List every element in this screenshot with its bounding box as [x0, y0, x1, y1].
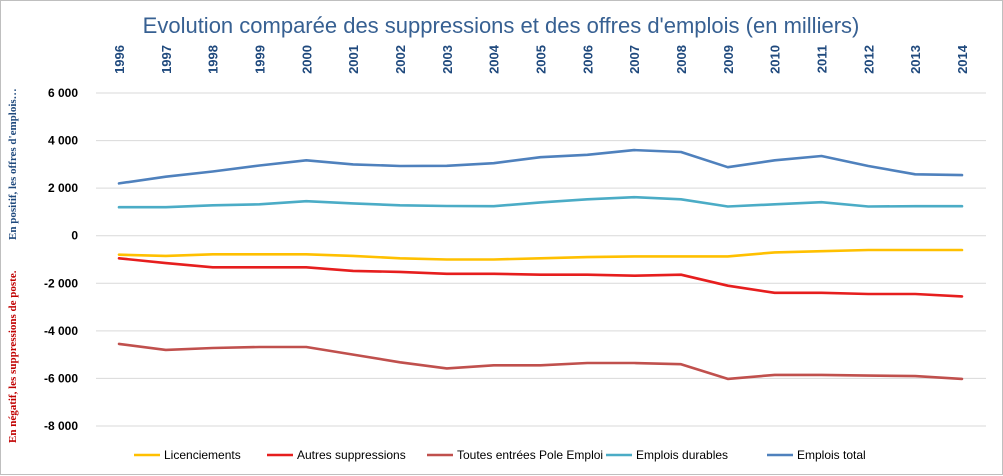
y-tick-label: 6 000 — [48, 86, 78, 100]
x-tick-label: 2007 — [627, 45, 642, 74]
y-tick-label: 4 000 — [48, 134, 78, 148]
x-tick-label: 2001 — [346, 45, 361, 74]
gridlines — [96, 92, 986, 427]
y-tick-label: -4 000 — [44, 324, 78, 338]
series-lines — [117, 148, 964, 381]
y-tick-label: -8 000 — [44, 419, 78, 433]
x-tick-label: 2005 — [534, 45, 549, 74]
y-axis-label-negative: En négatif, les suppressions de poste. — [7, 270, 19, 443]
series-line-2 — [117, 256, 964, 298]
legend-label: Autres suppressions — [297, 448, 406, 462]
x-tick-label: 1997 — [159, 45, 174, 74]
chart-title: Evolution comparée des suppressions et d… — [143, 13, 860, 38]
x-tick-label: 2002 — [393, 45, 408, 74]
x-tick-label: 2010 — [768, 45, 783, 74]
x-tick-label: 2011 — [815, 45, 830, 73]
x-tick-label: 2008 — [674, 45, 689, 74]
x-tick-label: 2006 — [580, 45, 595, 74]
y-axis-ticks: 6 000 4 000 2 000 0 -2 000 -4 000 -6 000 -8 000 — [44, 86, 78, 433]
legend-label: Toutes entrées Pole Emploi — [457, 448, 603, 462]
x-tick-label: 2004 — [487, 44, 502, 74]
legend-label: Emplois total — [797, 448, 866, 462]
x-tick-label: 2013 — [908, 45, 923, 74]
legend: Licenciements Autres suppressions Toutes e… — [134, 448, 866, 462]
legend-label: Emplois durables — [636, 448, 728, 462]
x-tick-label: 2000 — [299, 45, 314, 74]
series-line-1 — [117, 248, 964, 261]
x-tick-label: 1999 — [253, 45, 268, 74]
legend-label: Licenciements — [164, 448, 241, 462]
series-line-3 — [117, 342, 964, 381]
x-tick-label: 2012 — [861, 45, 876, 74]
x-tick-label: 1996 — [112, 45, 127, 74]
y-tick-label: 0 — [71, 229, 78, 243]
x-axis-ticks: 1996 1997 1998 1999 2000 2001 2002 2003 2004 2005… — [112, 44, 970, 74]
y-tick-label: -6 000 — [44, 371, 78, 385]
series-line-4 — [117, 195, 964, 209]
series-line-5 — [117, 148, 964, 185]
x-tick-label: 1998 — [206, 45, 221, 74]
y-tick-label: 2 000 — [48, 181, 78, 195]
x-tick-label: 2014 — [955, 44, 970, 74]
y-tick-label: -2 000 — [44, 276, 78, 290]
y-axis-label-positive: En positif, les offres d'emplois… — [7, 88, 19, 240]
x-tick-label: 2009 — [721, 45, 736, 74]
x-tick-label: 2003 — [440, 45, 455, 74]
